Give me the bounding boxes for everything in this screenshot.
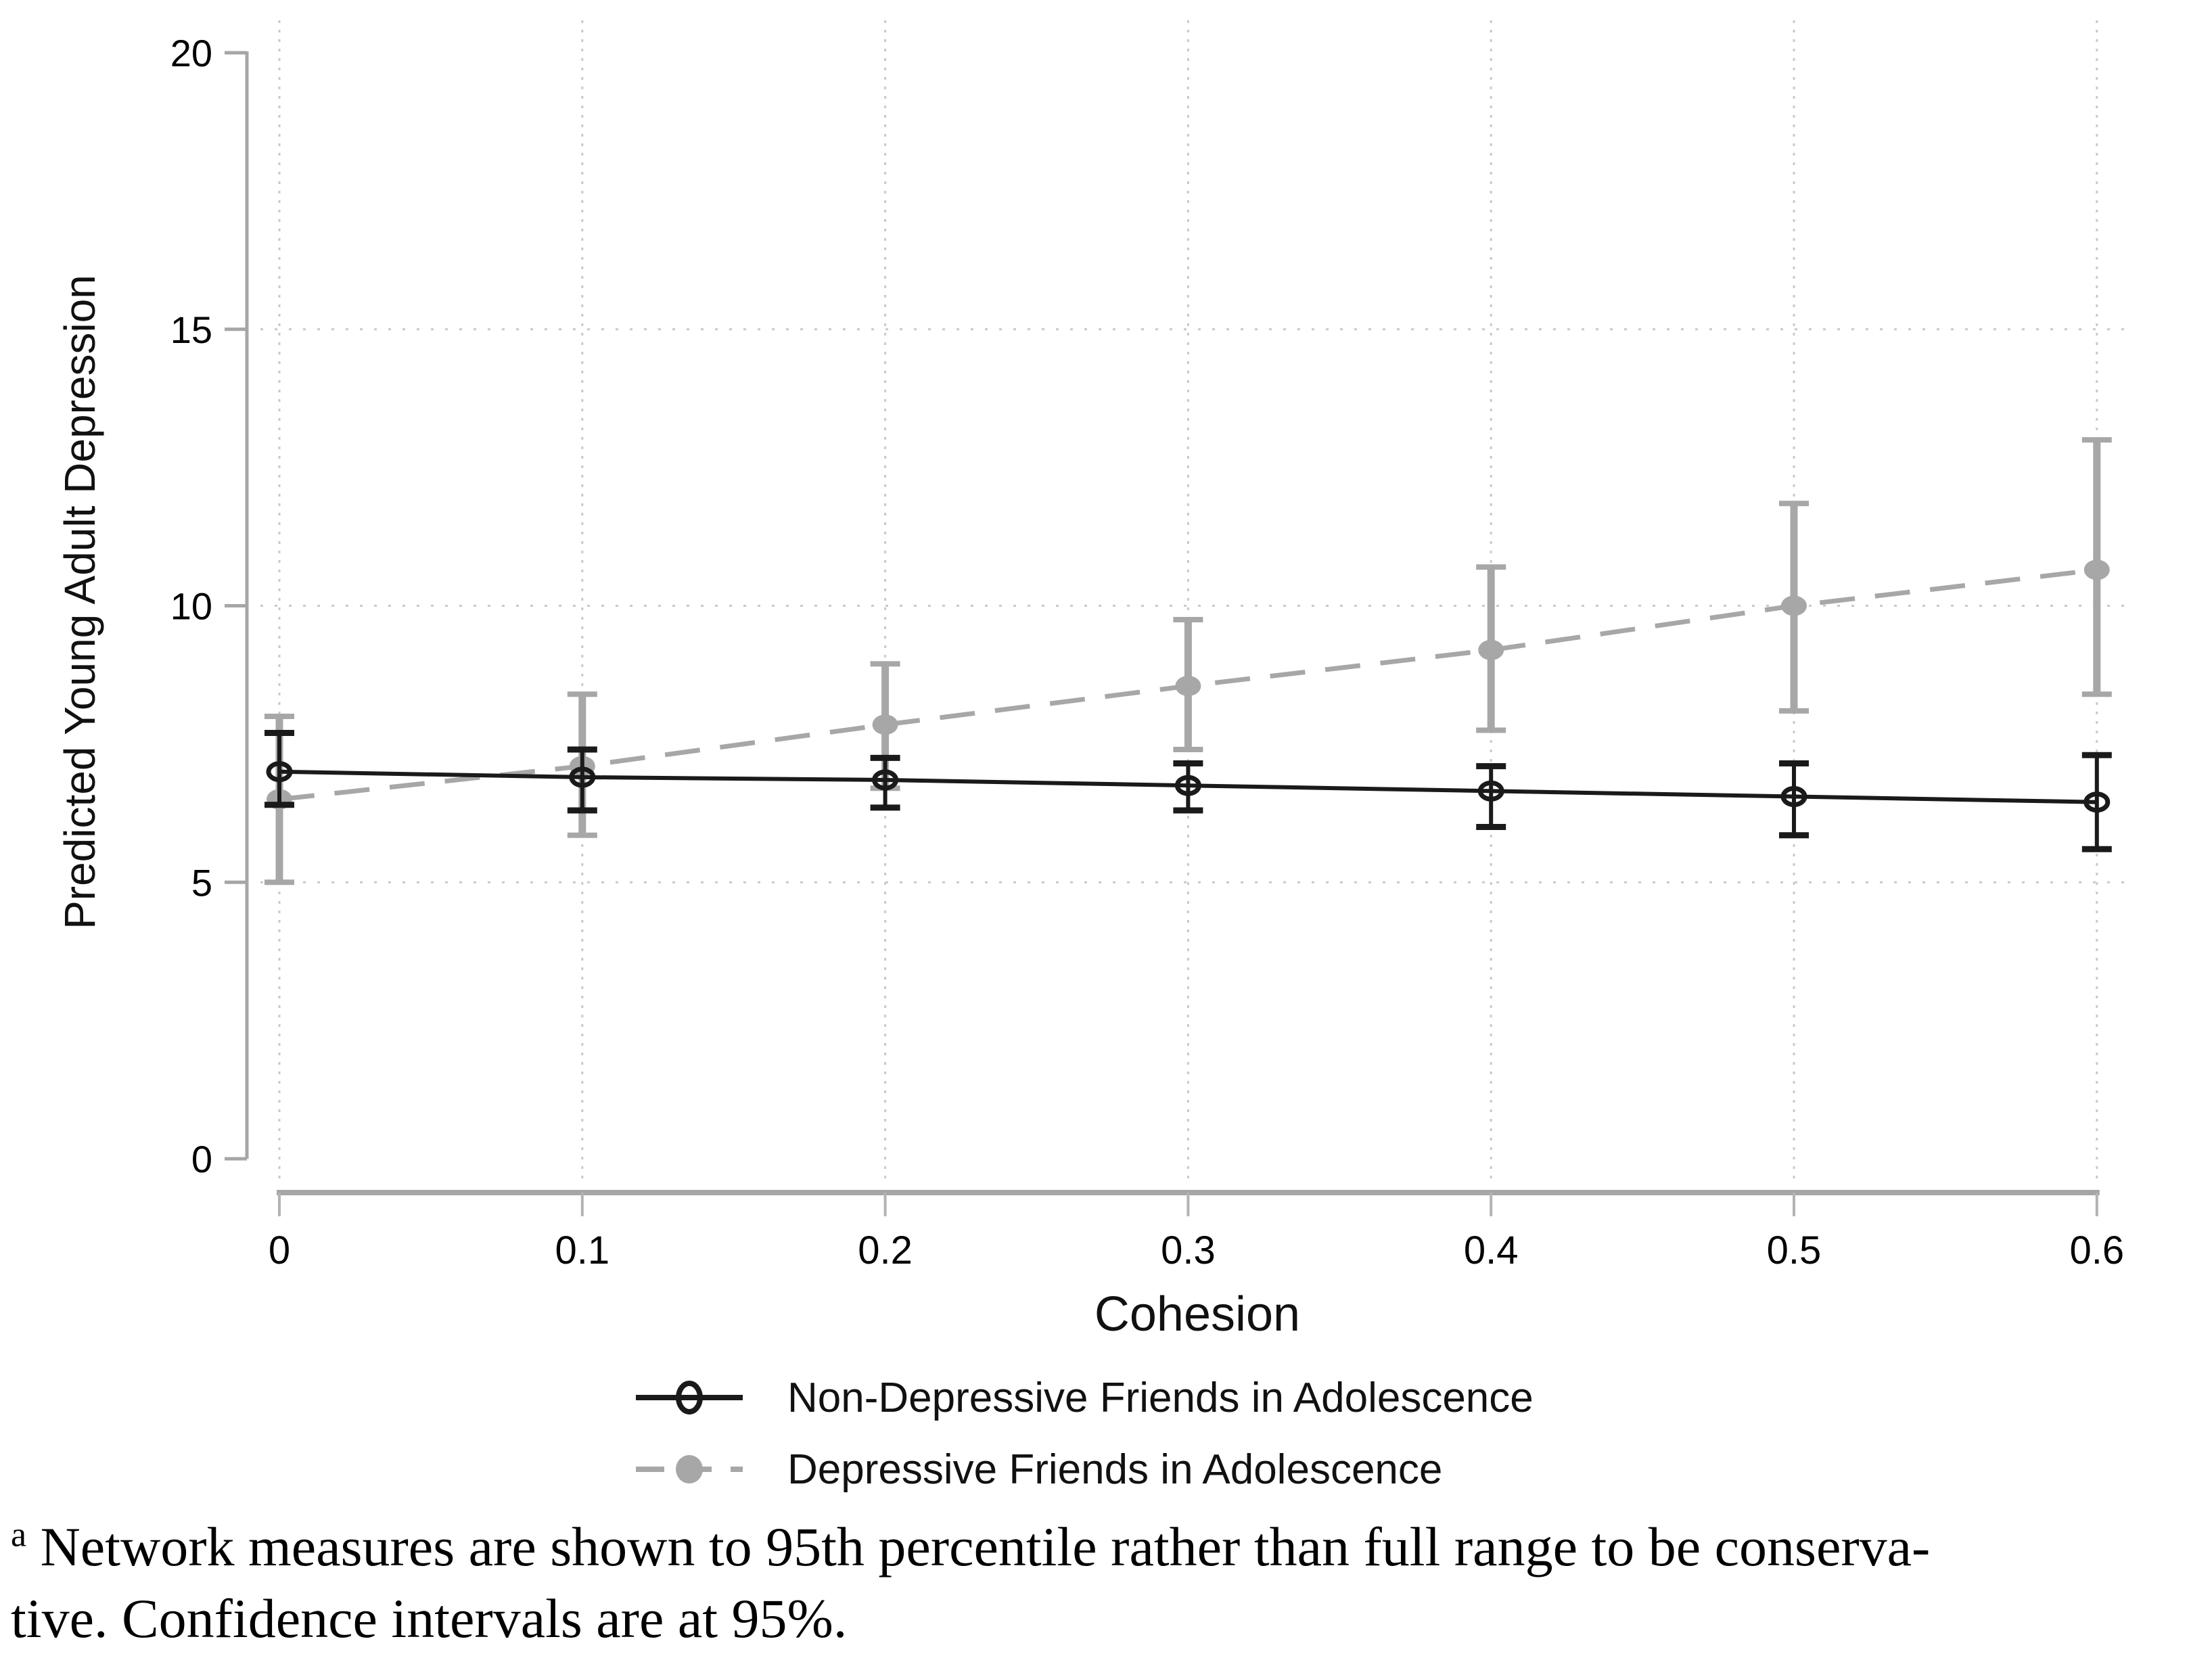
legend-item-non-depressive: Non-Depressive Friends in Adolescence [635,1362,1534,1433]
legend-label-depressive: Depressive Friends in Adolescence [787,1446,1443,1493]
legend-marker-solid-open-circle-icon [636,1381,743,1414]
y-axis-title: Predicted Young Adult Depression [55,275,104,929]
non-depressive-marker [266,761,293,783]
legend: Non-Depressive Friends in Adolescence De… [635,1362,1534,1505]
footnote-text-1: Network measures are shown to 95th perce… [40,1516,1931,1578]
legend-label-non-depressive: Non-Depressive Friends in Adolescence [787,1374,1534,1421]
x-tick-label: 0.1 [555,1228,609,1272]
chart-plot: 0 5 10 15 20 0 0.1 0.2 0.3 0.4 0.5 0.6 [170,20,2134,1272]
non-depressive-line [279,769,2097,804]
depressive-marker [1175,676,1201,697]
x-tick-label: 0 [269,1228,290,1272]
x-tick-label: 0.5 [1767,1228,1822,1272]
depressive-marker [1478,639,1504,660]
x-tick-label: 0.6 [2069,1228,2124,1272]
non-depressive-marker [1477,780,1504,802]
footnote-superscript: a [11,1515,27,1555]
legend-marker-dashed-filled-circle-icon [636,1455,743,1483]
non-depressive-marker [1174,775,1201,796]
depressive-marker [872,714,898,735]
x-tick-label: 0.3 [1161,1228,1216,1272]
x-axis-title: Cohesion [1094,1287,1301,1341]
y-tick-label: 20 [170,32,212,74]
y-tick-label: 0 [191,1138,212,1180]
non-depressive-marker [2083,791,2111,813]
x-tick-label: 0.2 [858,1228,913,1272]
footnote-line-1: a Network measures are shown to 95th per… [11,1511,2203,1583]
legend-item-depressive: Depressive Friends in Adolescence [635,1433,1534,1505]
non-depressive-marker [1780,786,1807,808]
depressive-marker [1781,595,1807,616]
footnote-text-2: tive. Confidence intervals are at 95%. [11,1588,848,1649]
non-depressive-marker [569,766,596,788]
figure-footnote: a Network measures are shown to 95th per… [11,1511,2203,1655]
y-tick-label: 15 [170,308,212,351]
x-tick-label: 0.4 [1464,1228,1519,1272]
footnote-line-2: tive. Confidence intervals are at 95%. [11,1583,2203,1655]
y-tick-label: 10 [170,585,212,628]
y-tick-label: 5 [191,861,212,904]
depressive-marker [2083,559,2110,580]
non-depressive-marker [872,769,899,791]
